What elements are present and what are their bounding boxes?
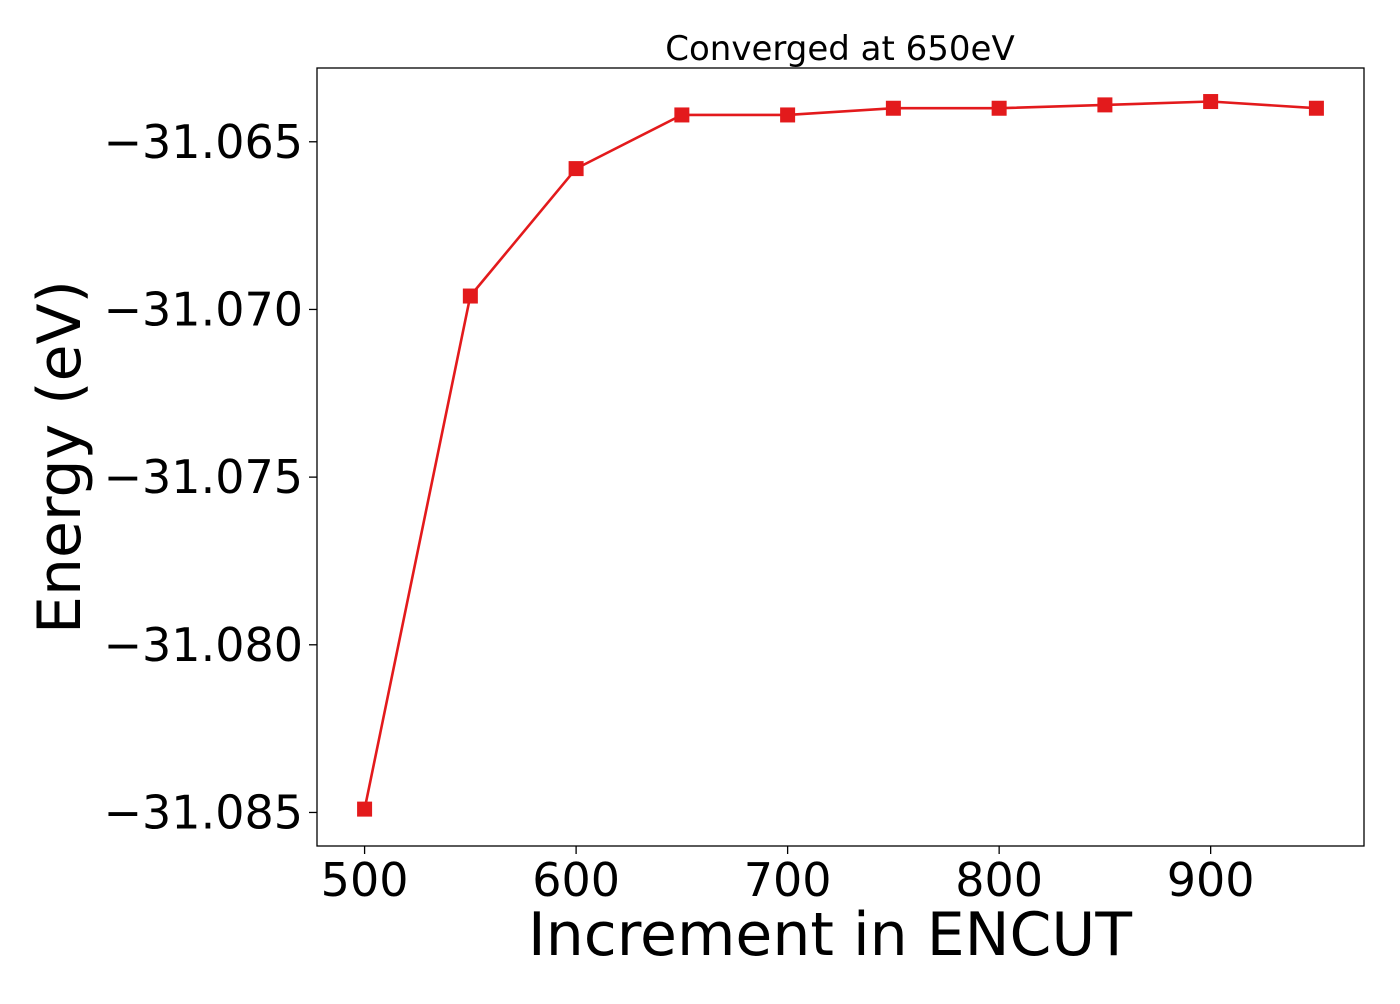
y-axis-label: Energy (eV) [25,280,95,634]
data-point-marker [1203,94,1219,110]
x-tick-label: 600 [532,853,620,907]
chart-title: Converged at 650eV [665,29,1014,69]
data-point-marker [357,801,373,817]
y-axis-ticks: −31.065 −31.070 −31.075 −31.080 −31.085 [104,115,317,839]
x-tick-label: 500 [321,853,409,907]
data-point-marker [462,288,478,304]
data-point-marker [991,100,1007,116]
data-point-marker [1308,100,1324,116]
series-line [363,100,1317,810]
y-tick-label: −31.065 [104,115,304,169]
y-tick-label: −31.070 [104,282,304,336]
series-layer [357,94,1324,817]
data-point-marker [674,107,690,123]
x-tick-label: 900 [1167,853,1255,907]
x-tick-label: 800 [955,853,1043,907]
y-tick-label: −31.075 [104,450,304,504]
x-axis-ticks: 500 600 700 800 900 [321,846,1255,907]
data-point-marker [780,107,796,123]
y-tick-label: −31.085 [104,785,304,839]
x-tick-label: 700 [744,853,832,907]
x-axis-label: Increment in ENCUT [528,900,1132,970]
data-point-marker [1097,97,1113,113]
data-point-marker [885,100,901,116]
data-point-marker [568,161,584,177]
plot-area-frame [316,67,1365,847]
y-tick-label: −31.080 [104,618,304,672]
